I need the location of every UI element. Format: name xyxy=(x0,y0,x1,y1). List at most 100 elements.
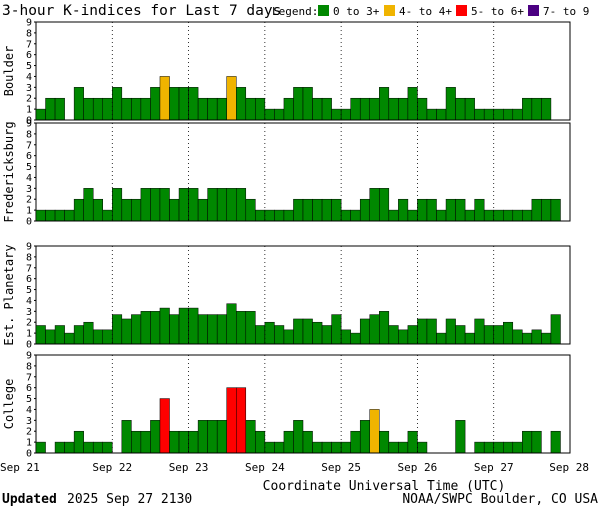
legend-item-label: 7- to 9 xyxy=(543,5,589,18)
k-index-bar xyxy=(426,318,437,345)
y-tick-label: 2 xyxy=(26,195,32,206)
k-index-bar xyxy=(483,441,494,454)
k-index-bar xyxy=(274,325,285,345)
k-index-bar xyxy=(216,188,227,222)
y-tick-label: 1 xyxy=(26,206,32,217)
k-index-bar xyxy=(121,97,132,121)
legend-swatch xyxy=(456,5,467,16)
legend-swatch xyxy=(528,5,539,16)
k-index-bar xyxy=(150,420,161,454)
k-index-bar xyxy=(455,325,466,345)
k-index-bar xyxy=(302,318,313,345)
k-index-bar xyxy=(64,332,75,345)
k-index-bar xyxy=(274,441,285,454)
legend-item-label: 5- to 6+ xyxy=(471,5,524,18)
y-tick-label: 4 xyxy=(26,72,32,83)
k-index-bar xyxy=(331,108,342,121)
k-index-bar xyxy=(474,318,485,345)
k-index-bar xyxy=(464,97,475,121)
y-tick-label: 9 xyxy=(26,18,32,29)
legend-swatch xyxy=(318,5,329,16)
x-tick-label: Sep 26 xyxy=(398,461,438,474)
k-index-bar xyxy=(102,97,113,121)
k-index-bar xyxy=(283,329,294,345)
k-index-bar xyxy=(531,97,542,121)
k-index-bar xyxy=(426,108,437,121)
k-index-bar xyxy=(541,97,552,121)
k-index-bar xyxy=(45,97,56,121)
k-index-bar xyxy=(388,97,399,121)
k-index-bar xyxy=(264,209,275,222)
k-index-bar xyxy=(207,97,218,121)
k-index-bar xyxy=(35,441,46,454)
k-index-bar xyxy=(73,430,84,454)
k-index-bar xyxy=(436,332,447,345)
k-index-bar xyxy=(302,198,313,222)
k-index-bar xyxy=(302,87,313,121)
y-tick-label: 6 xyxy=(26,151,32,162)
legend-item-label: 4- to 4+ xyxy=(399,5,452,18)
k-index-bar xyxy=(169,430,180,454)
k-index-bar xyxy=(159,307,170,345)
y-tick-label: 2 xyxy=(26,94,32,105)
k-index-bar xyxy=(207,420,218,454)
k-index-bar xyxy=(407,430,418,454)
y-tick-label: 8 xyxy=(26,129,32,140)
k-index-bar xyxy=(541,198,552,222)
k-index-bar xyxy=(321,97,332,121)
k-index-bar xyxy=(522,97,533,121)
k-index-bar xyxy=(255,325,266,345)
y-tick-label: 2 xyxy=(26,427,32,438)
k-index-bar xyxy=(150,188,161,222)
y-tick-label: 0 xyxy=(26,217,32,228)
k-index-bar xyxy=(331,198,342,222)
k-index-bar xyxy=(350,209,361,222)
k-index-bar xyxy=(283,209,294,222)
k-index-bar xyxy=(503,209,514,222)
k-index-bar xyxy=(236,87,247,121)
y-tick-label: 4 xyxy=(26,405,32,416)
y-tick-label: 2 xyxy=(26,318,32,329)
k-index-bar xyxy=(197,97,208,121)
k-index-bar xyxy=(178,87,189,121)
legend-label: Legend: xyxy=(272,5,318,18)
x-axis-label: Coordinate Universal Time (UTC) xyxy=(263,479,506,494)
y-tick-label: 6 xyxy=(26,383,32,394)
k-index-bar xyxy=(131,314,142,345)
k-index-bar xyxy=(369,97,380,121)
k-index-bar xyxy=(45,209,56,222)
x-tick-label: Sep 22 xyxy=(92,461,132,474)
k-index-bar xyxy=(140,311,151,345)
y-tick-label: 8 xyxy=(26,28,32,39)
k-index-bar xyxy=(522,209,533,222)
k-index-bar xyxy=(54,441,65,454)
k-index-bar xyxy=(92,441,103,454)
y-tick-label: 7 xyxy=(26,263,32,274)
k-index-bar xyxy=(255,97,266,121)
k-index-bar xyxy=(274,209,285,222)
k-index-bar xyxy=(321,441,332,454)
k-index-bar xyxy=(54,209,65,222)
k-index-bar xyxy=(83,188,94,222)
y-tick-label: 3 xyxy=(26,83,32,94)
k-index-bar xyxy=(436,209,447,222)
y-tick-label: 3 xyxy=(26,307,32,318)
legend: 0 to 3+ 4- to 4+ 5- to 6+ 7- to 9 xyxy=(318,5,589,18)
k-index-bar xyxy=(293,420,304,454)
k-index-bar xyxy=(512,441,523,454)
k-index-bar xyxy=(398,329,409,345)
k-index-bar xyxy=(197,198,208,222)
k-index-bar xyxy=(236,311,247,345)
k-index-bar xyxy=(264,321,275,345)
k-index-bar xyxy=(245,311,256,345)
k-index-bar xyxy=(512,108,523,121)
k-index-bar xyxy=(112,314,123,345)
y-tick-label: 9 xyxy=(26,351,32,362)
k-index-bar xyxy=(312,441,323,454)
k-index-bar xyxy=(483,325,494,345)
k-index-bar xyxy=(255,209,266,222)
k-index-bar xyxy=(188,87,199,121)
k-index-bar xyxy=(340,329,351,345)
k-index-bar xyxy=(550,198,561,222)
